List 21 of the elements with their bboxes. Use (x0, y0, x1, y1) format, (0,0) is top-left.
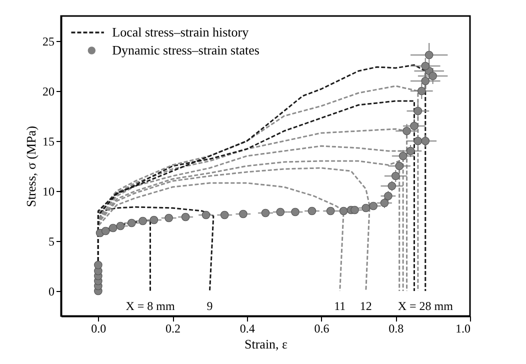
y-tick-label: 5 (48, 234, 54, 248)
annotation: 12 (360, 299, 372, 313)
annotation: X = 8 mm (126, 299, 176, 313)
x-tick-label: 0.4 (240, 322, 255, 336)
annotation: X = 28 mm (398, 299, 454, 313)
x-tick-label: 0.2 (166, 322, 181, 336)
annotation: 9 (206, 299, 213, 313)
x-tick-label: 0.6 (314, 322, 330, 336)
y-tick-label: 10 (42, 184, 54, 198)
y-axis-title: Stress, σ (MPa) (24, 126, 38, 208)
x-tick-label: 0.8 (388, 322, 404, 336)
legend-label: Dynamic stress–strain states (112, 42, 260, 58)
y-tick-label: 15 (42, 134, 54, 148)
legend-label: Local stress–strain history (112, 24, 250, 40)
y-tick-label: 0 (48, 284, 54, 298)
annotation: 11 (334, 299, 346, 313)
y-tick-label: 25 (42, 34, 54, 48)
x-axis-title: Strain, ε (244, 336, 288, 352)
x-tick-label: 1.0 (456, 322, 470, 336)
x-tick-label: 0.0 (91, 322, 106, 336)
y-tick-label: 20 (42, 84, 54, 98)
